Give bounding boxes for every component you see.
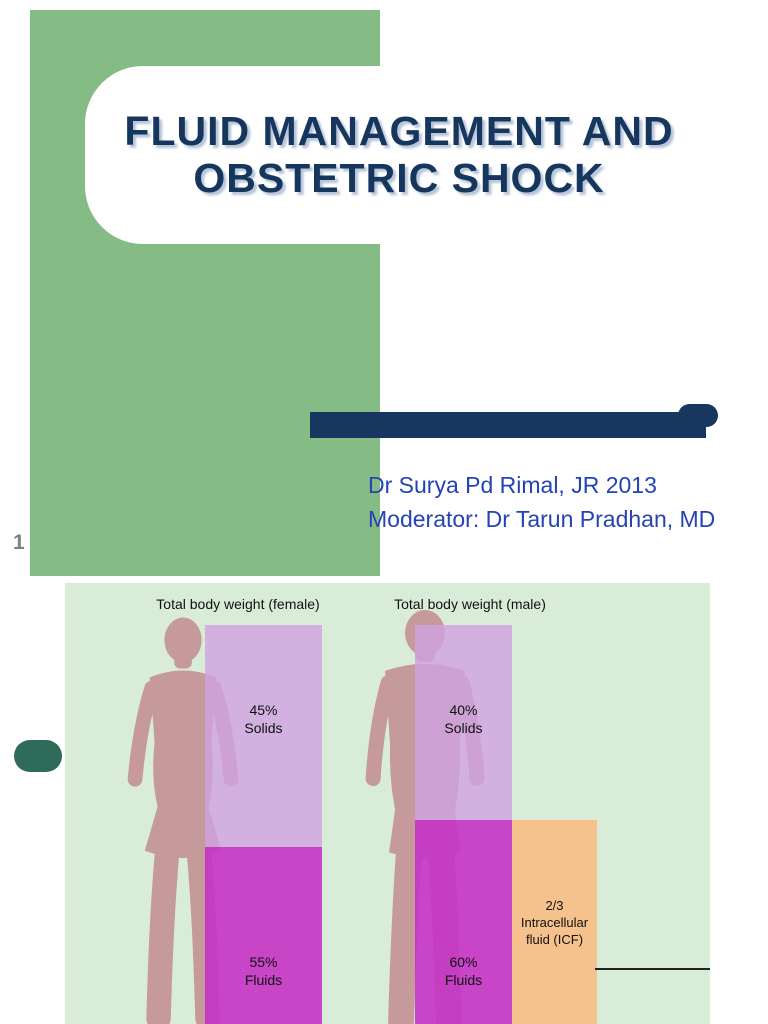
slide-title: FLUID MANAGEMENT AND OBSTETRIC SHOCK (124, 108, 673, 202)
chart-header-male: Total body weight (male) (394, 596, 546, 612)
green-pill-accent (14, 740, 62, 772)
label-male-fluids: 60% Fluids (415, 953, 512, 989)
label-male-solids-name: Solids (444, 720, 483, 737)
title-plaque: FLUID MANAGEMENT AND OBSTETRIC SHOCK (85, 66, 768, 244)
page-number: 1 (13, 531, 25, 554)
label-male-solids: 40% Solids (415, 701, 512, 737)
label-female-solids-name: Solids (244, 720, 283, 737)
label-icf-line-1: 2/3 (545, 898, 564, 913)
chart-header-female: Total body weight (female) (156, 596, 320, 612)
label-female-fluids-name: Fluids (244, 972, 283, 989)
title-line-1: FLUID MANAGEMENT AND (124, 107, 674, 154)
label-icf-line-3: fluid (ICF) (525, 931, 584, 947)
label-female-fluids: 55% Fluids (205, 953, 322, 989)
bar-icf (512, 820, 597, 1024)
author-block: Dr Surya Pd Rimal, JR 2013 Moderator: Dr… (368, 468, 715, 536)
label-male-fluids-name: Fluids (444, 972, 483, 989)
bar-female-fluids (205, 847, 322, 1024)
label-female-solids: 45% Solids (205, 701, 322, 737)
icf-level-line (595, 968, 710, 970)
bar-female-solids (205, 625, 322, 847)
divider-bar (310, 412, 706, 438)
bar-male-solids (415, 625, 512, 820)
label-female-solids-pct: 45% (249, 702, 278, 718)
label-male-fluids-pct: 60% (449, 954, 478, 970)
label-male-solids-pct: 40% (449, 702, 478, 718)
divider-bar-cap (678, 404, 718, 427)
label-icf-line-2: Intracellular (520, 914, 589, 930)
label-icf: 2/3 Intracellular fluid (ICF) (512, 898, 597, 949)
moderator-name: Moderator: Dr Tarun Pradhan, MD (368, 506, 716, 532)
label-female-fluids-pct: 55% (249, 954, 278, 970)
title-line-2: OBSTETRIC SHOCK (193, 155, 605, 201)
body-composition-chart: Total body weight (female) Total body we… (65, 583, 710, 1024)
bar-male-fluids (415, 820, 512, 1024)
presenter-name: Dr Surya Pd Rimal, JR 2013 (368, 472, 657, 498)
